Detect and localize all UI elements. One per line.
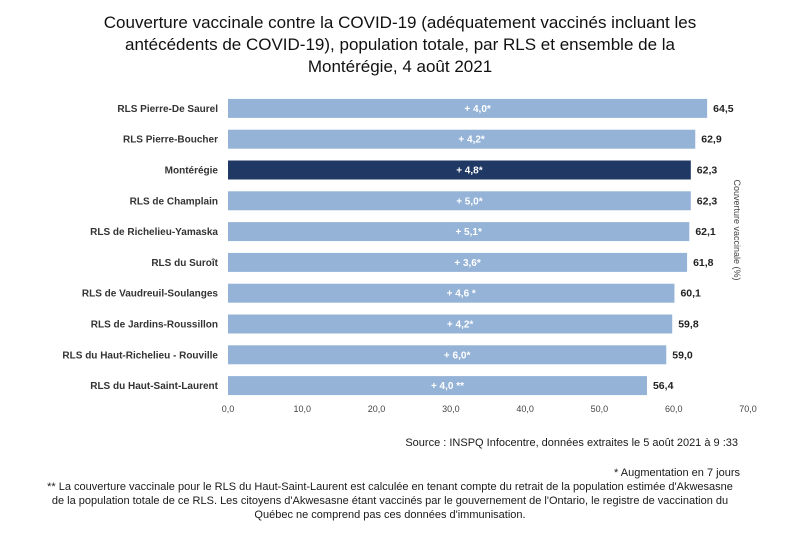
title-line-1: Couverture vaccinale contre la COVID-19 … [103, 13, 697, 32]
bar-data-label: + 4,2* [447, 320, 474, 331]
footnote-2: ** La couverture vaccinale pour le RLS d… [47, 481, 733, 521]
value-label: 62,1 [695, 226, 716, 238]
bar-data-label: + 5,0* [456, 196, 483, 207]
source-note: Source : INSPQ Infocentre, données extra… [405, 437, 738, 449]
value-label: 59,8 [678, 319, 699, 331]
bar-data-label: + 3,6* [454, 258, 481, 269]
x-tick-label: 50,0 [591, 404, 609, 414]
value-label: 60,1 [680, 288, 701, 300]
bar-data-label: + 4,8* [456, 166, 483, 177]
value-label: 62,3 [697, 195, 718, 207]
bar [228, 191, 691, 211]
bar-chart: RLS Pierre-De Saurel + 4,0* 64,5 RLS Pierre… [62, 98, 757, 414]
category-label: RLS de Champlain [130, 196, 218, 207]
bar-data-label: + 4,0* [464, 104, 491, 115]
category-label: RLS de Richelieu-Yamaska [90, 227, 218, 238]
bar-data-label: + 5,1* [455, 227, 482, 238]
y-axis-label: Couverture vaccinale (%) [732, 179, 742, 280]
bar [228, 160, 691, 180]
x-tick-label: 20,0 [368, 404, 386, 414]
bar-data-label: + 4,6 * [447, 289, 476, 300]
value-label: 64,5 [713, 103, 734, 115]
bar [228, 283, 675, 303]
x-tick-label: 10,0 [294, 404, 312, 414]
bar [228, 98, 708, 118]
value-label: 59,0 [672, 349, 693, 361]
footnotes: * Augmentation en 7 jours ** La couvertu… [40, 466, 740, 522]
x-tick-label: 70,0 [739, 404, 757, 414]
bar [228, 376, 647, 396]
bar [228, 129, 696, 149]
bar [228, 222, 690, 242]
bar-data-label: + 6,0* [444, 350, 471, 361]
value-label: 62,3 [697, 165, 718, 177]
bar [228, 345, 667, 365]
value-label: 62,9 [701, 134, 722, 146]
title-line-3: Montérégie, 4 août 2021 [307, 57, 493, 76]
x-tick-label: 0,0 [222, 404, 235, 414]
bar [228, 314, 673, 334]
x-tick-label: 30,0 [442, 404, 460, 414]
chart-title: Couverture vaccinale contre la COVID-19 … [0, 12, 800, 78]
value-label: 61,8 [693, 257, 714, 269]
category-label: RLS du Suroît [151, 258, 218, 269]
bar [228, 252, 688, 272]
category-label: RLS Pierre-Boucher [123, 135, 218, 146]
category-label: Montérégie [165, 166, 219, 177]
footnote-1: * Augmentation en 7 jours [614, 467, 740, 479]
x-tick-label: 60,0 [665, 404, 683, 414]
category-label: RLS de Jardins-Roussillon [91, 320, 218, 331]
bar-data-label: + 4,2* [458, 135, 485, 146]
x-tick-label: 40,0 [516, 404, 534, 414]
category-label: RLS de Vaudreuil-Soulanges [82, 289, 219, 300]
value-label: 56,4 [653, 380, 674, 392]
bar-data-label: + 4,0 ** [431, 381, 464, 392]
category-label: RLS du Haut-Richelieu - Rouville [62, 350, 218, 361]
title-line-2: antécédents de COVID-19), population tot… [124, 35, 675, 54]
category-label: RLS du Haut-Saint-Laurent [90, 381, 218, 392]
category-label: RLS Pierre-De Saurel [117, 104, 218, 115]
